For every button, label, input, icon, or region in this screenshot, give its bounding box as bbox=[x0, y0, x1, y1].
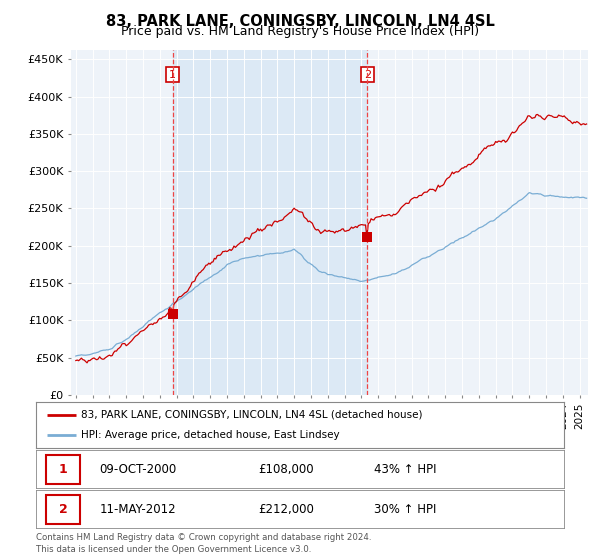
Text: £108,000: £108,000 bbox=[258, 463, 313, 476]
Text: 09-OCT-2000: 09-OCT-2000 bbox=[100, 463, 176, 476]
Text: 2: 2 bbox=[59, 502, 67, 516]
Text: 83, PARK LANE, CONINGSBY, LINCOLN, LN4 4SL: 83, PARK LANE, CONINGSBY, LINCOLN, LN4 4… bbox=[106, 14, 494, 29]
Text: Contains HM Land Registry data © Crown copyright and database right 2024.
This d: Contains HM Land Registry data © Crown c… bbox=[36, 533, 371, 554]
Text: Price paid vs. HM Land Registry's House Price Index (HPI): Price paid vs. HM Land Registry's House … bbox=[121, 25, 479, 38]
Bar bbox=[173, 50, 367, 395]
Text: 1: 1 bbox=[169, 69, 176, 80]
Text: 11-MAY-2012: 11-MAY-2012 bbox=[100, 502, 176, 516]
Text: 83, PARK LANE, CONINGSBY, LINCOLN, LN4 4SL (detached house): 83, PARK LANE, CONINGSBY, LINCOLN, LN4 4… bbox=[81, 410, 422, 420]
Text: HPI: Average price, detached house, East Lindsey: HPI: Average price, detached house, East… bbox=[81, 430, 340, 440]
Text: 2: 2 bbox=[364, 69, 371, 80]
Bar bbox=[46, 455, 80, 484]
Text: £212,000: £212,000 bbox=[258, 502, 314, 516]
Text: 30% ↑ HPI: 30% ↑ HPI bbox=[374, 502, 436, 516]
Bar bbox=[46, 494, 80, 524]
Text: 43% ↑ HPI: 43% ↑ HPI bbox=[374, 463, 436, 476]
Text: 1: 1 bbox=[59, 463, 67, 476]
